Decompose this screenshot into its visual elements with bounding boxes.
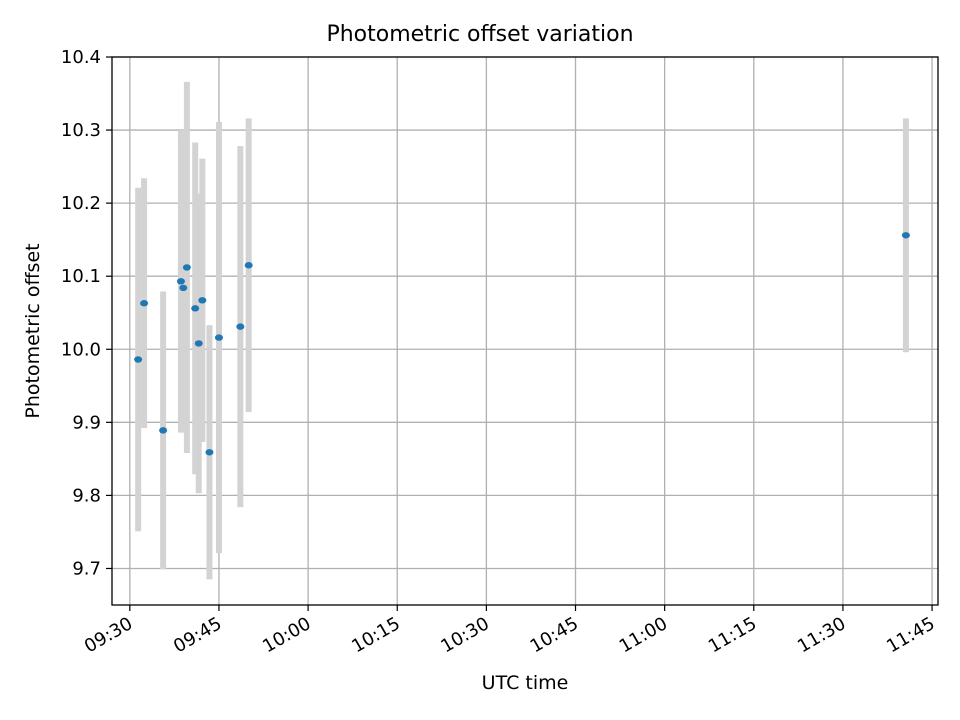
data-point — [214, 334, 223, 341]
x-axis-label: UTC time — [481, 672, 569, 694]
y-axis-ticks: 9.7 9.8 9.9 10.0 10.1 10.2 10.3 10.4 — [61, 47, 112, 579]
data-point — [159, 427, 168, 434]
x-tick-label: 11:15 — [705, 613, 760, 657]
y-tick-label: 9.8 — [72, 485, 101, 506]
grid-lines — [112, 56, 938, 605]
y-tick-label: 10.2 — [61, 193, 101, 214]
y-tick-label: 9.7 — [72, 558, 101, 579]
x-axis-ticks: 09:30 09:45 10:00 10:15 10:30 10:45 11:00 11:15… — [81, 605, 939, 657]
x-tick-label: 11:45 — [883, 613, 938, 657]
y-tick-label: 10.0 — [61, 339, 101, 360]
chart-title: Photometric offset variation — [326, 22, 634, 47]
data-point — [236, 323, 245, 330]
data-points — [134, 232, 910, 456]
data-point — [198, 297, 207, 304]
y-tick-label: 10.3 — [61, 120, 101, 141]
y-tick-label: 9.9 — [72, 412, 101, 433]
y-axis-label: Photometric offset — [22, 243, 44, 419]
x-tick-label: 09:45 — [170, 613, 225, 657]
x-tick-label: 10:45 — [527, 613, 582, 657]
x-tick-label: 11:30 — [794, 613, 849, 657]
data-point — [179, 284, 188, 292]
data-point — [182, 264, 191, 271]
y-tick-label: 10.1 — [61, 266, 101, 287]
x-tick-label: 10:15 — [348, 613, 403, 657]
data-point — [191, 305, 200, 312]
data-point — [176, 278, 185, 285]
plot-frame — [111, 56, 939, 606]
y-tick-label: 10.4 — [61, 47, 101, 68]
x-tick-label: 09:30 — [81, 613, 136, 657]
data-point — [901, 232, 910, 239]
x-tick-label: 11:00 — [616, 613, 671, 657]
x-tick-label: 10:30 — [437, 613, 492, 657]
data-point — [244, 262, 253, 269]
data-point — [194, 340, 203, 347]
data-point — [205, 449, 214, 456]
data-point — [140, 300, 149, 307]
data-point — [134, 356, 143, 363]
error-bars — [135, 81, 909, 580]
x-tick-label: 10:00 — [259, 613, 314, 657]
